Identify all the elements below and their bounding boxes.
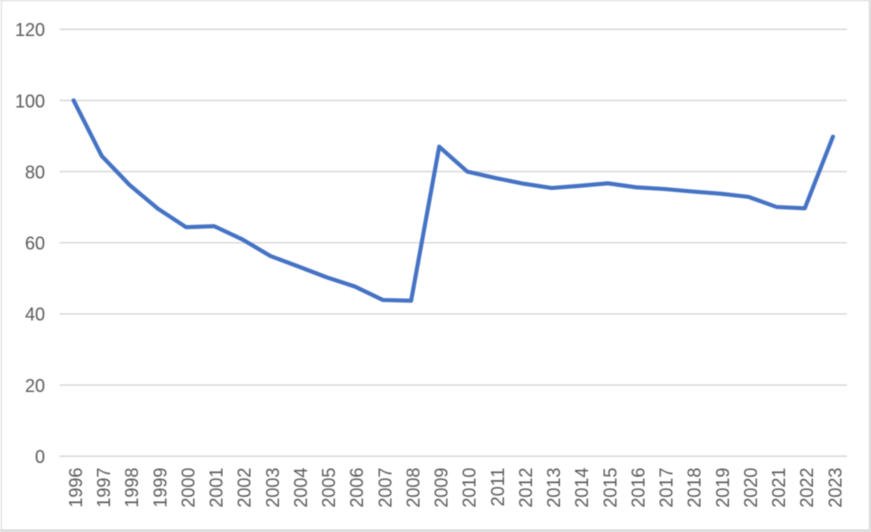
svg-text:2015: 2015 <box>600 468 620 508</box>
svg-text:0: 0 <box>35 447 45 467</box>
svg-text:2009: 2009 <box>432 468 452 508</box>
svg-text:2012: 2012 <box>516 468 536 508</box>
svg-text:2014: 2014 <box>572 468 592 508</box>
svg-text:20: 20 <box>25 376 45 396</box>
svg-text:2000: 2000 <box>179 468 199 508</box>
svg-text:2018: 2018 <box>685 468 705 508</box>
svg-text:2002: 2002 <box>235 468 255 508</box>
svg-text:60: 60 <box>25 234 45 254</box>
svg-text:2019: 2019 <box>713 468 733 508</box>
svg-text:2005: 2005 <box>319 468 339 508</box>
svg-text:2013: 2013 <box>544 468 564 508</box>
svg-text:100: 100 <box>15 91 45 111</box>
svg-text:2007: 2007 <box>375 468 395 508</box>
svg-text:2004: 2004 <box>291 468 311 508</box>
svg-text:120: 120 <box>15 20 45 40</box>
svg-text:1996: 1996 <box>66 468 86 508</box>
svg-text:2011: 2011 <box>488 468 508 507</box>
svg-text:2023: 2023 <box>825 468 845 508</box>
svg-text:1998: 1998 <box>122 468 142 508</box>
svg-text:2003: 2003 <box>263 468 283 508</box>
svg-text:1999: 1999 <box>150 468 170 508</box>
svg-text:40: 40 <box>25 305 45 325</box>
svg-text:2006: 2006 <box>347 468 367 508</box>
svg-text:2016: 2016 <box>629 468 649 508</box>
svg-text:2020: 2020 <box>741 468 761 508</box>
svg-text:2001: 2001 <box>207 468 227 508</box>
svg-text:2017: 2017 <box>657 468 677 508</box>
svg-text:2022: 2022 <box>797 468 817 508</box>
svg-text:2010: 2010 <box>460 468 480 508</box>
svg-text:2008: 2008 <box>404 468 424 508</box>
svg-text:1997: 1997 <box>94 468 114 508</box>
svg-text:2021: 2021 <box>769 468 789 508</box>
svg-text:80: 80 <box>25 162 45 182</box>
